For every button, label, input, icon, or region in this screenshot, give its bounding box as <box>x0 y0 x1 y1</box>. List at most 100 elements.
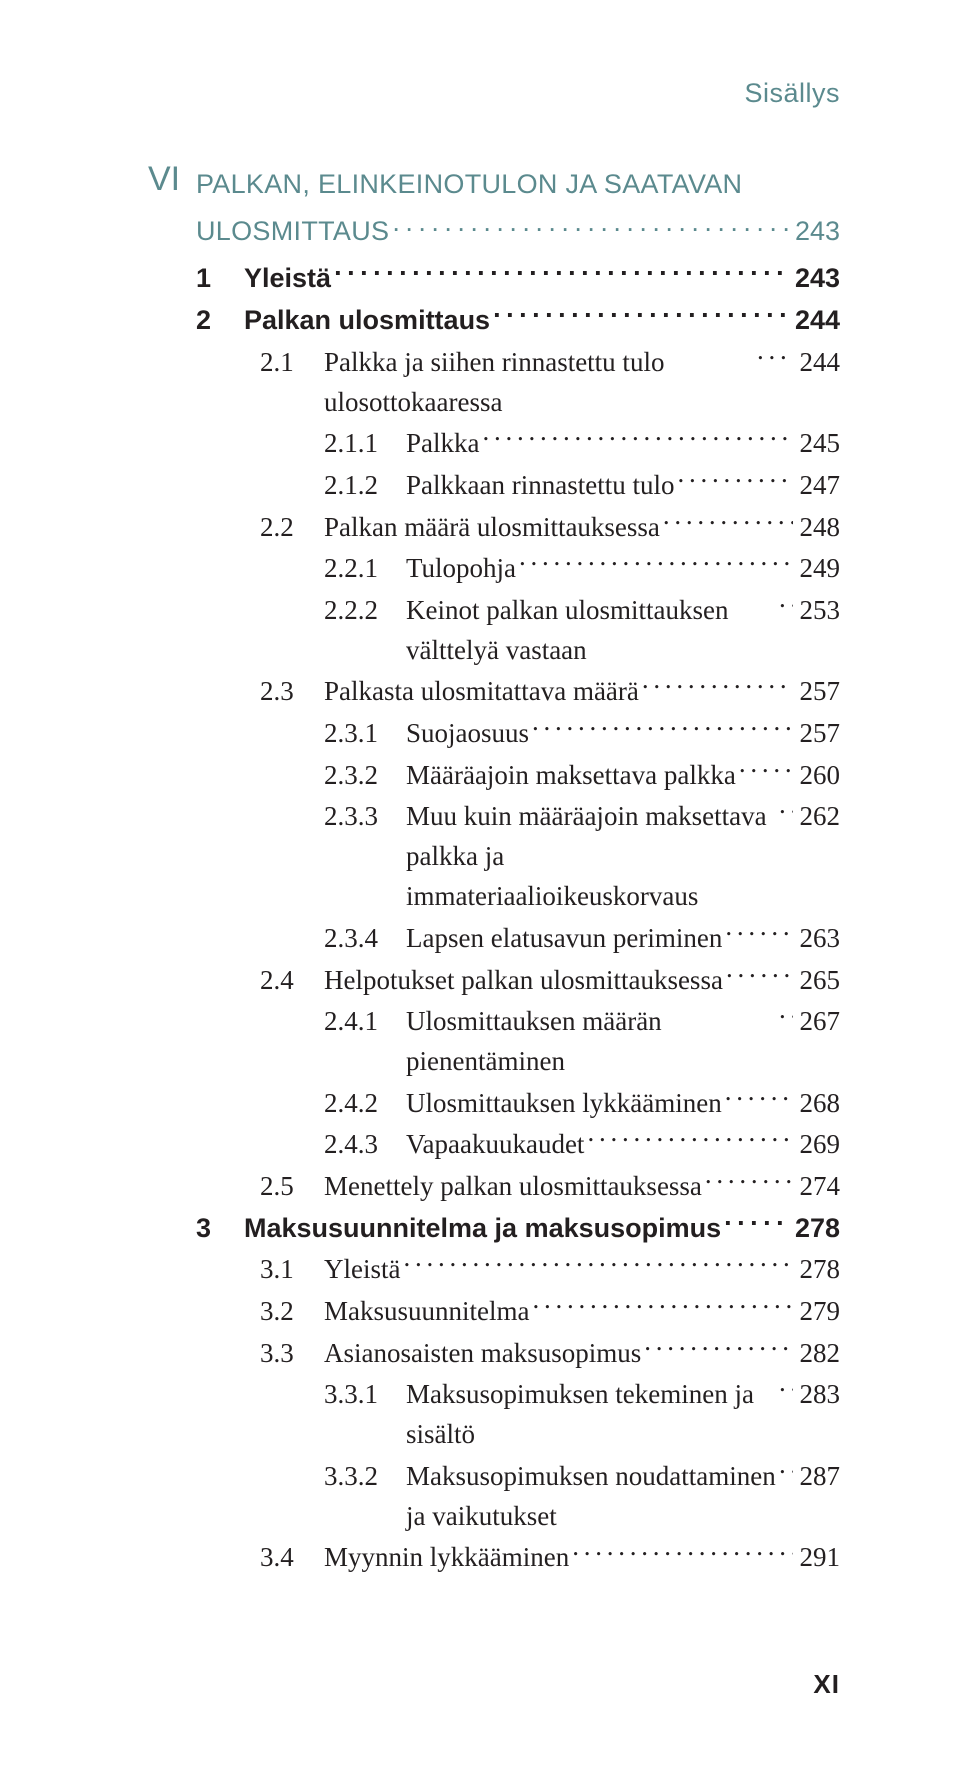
toc-entry: 2.1Palkka ja siihen rinnastettu tulo ulo… <box>148 341 840 423</box>
leader-dots <box>483 423 793 453</box>
header-label: Sisällys <box>148 78 840 109</box>
toc-entry-page: 262 <box>796 797 841 837</box>
toc-entry-number: 2.2 <box>260 508 324 548</box>
toc-entry-text: Menettely palkan ulosmittauksessa <box>324 1167 702 1207</box>
toc-entry: 2.2.2Keinot palkan ulosmittauksen vältte… <box>148 589 840 671</box>
section-title-line-1: VI PALKAN, ELINKEINOTULON JA SAATAVAN <box>148 157 840 203</box>
leader-dots <box>677 464 792 494</box>
toc-list: 1Yleistä2432Palkan ulosmittaus2442.1Palk… <box>148 258 840 1579</box>
toc-entry: 3.1Yleistä278 <box>148 1249 840 1291</box>
leader-dots <box>757 341 793 371</box>
toc-entry-text: Palkan määrä ulosmittauksessa <box>324 508 660 548</box>
section-title-text-1: PALKAN, ELINKEINOTULON JA SAATAVAN <box>196 166 742 202</box>
toc-entry: 2.2.1Tulopohja249 <box>148 548 840 590</box>
leader-dots <box>532 712 792 742</box>
leader-dots <box>725 917 792 947</box>
toc-entry-text: Palkkaan rinnastettu tulo <box>406 466 674 506</box>
toc-entry-text: Myynnin lykkääminen <box>324 1538 569 1578</box>
leader-dots <box>725 1082 793 1112</box>
toc-entry-text: Maksusopimuksen noudattaminen ja vaikutu… <box>406 1457 776 1537</box>
toc-entry: 2.3.3Muu kuin määräajoin maksettava palk… <box>148 796 840 918</box>
toc-entry-page: 265 <box>796 961 841 1001</box>
page-container: Sisällys VI PALKAN, ELINKEINOTULON JA SA… <box>0 0 960 1578</box>
toc-entry-page: 283 <box>796 1375 841 1415</box>
toc-entry-text: Maksusuunnitelma ja maksusopimus <box>244 1209 721 1249</box>
toc-entry-number: 2.3.4 <box>324 919 406 959</box>
toc-entry: 2.1.1Palkka245 <box>148 423 840 465</box>
toc-entry-text: Muu kuin määräajoin maksettava palkka ja… <box>406 797 776 917</box>
leader-dots <box>779 1001 793 1031</box>
toc-entry-text: Yleistä <box>324 1250 400 1290</box>
toc-entry-number: 2.5 <box>260 1167 324 1207</box>
toc-entry-number: 3.3.2 <box>324 1457 406 1497</box>
toc-entry-text: Ulosmittauksen määrän pienentäminen <box>406 1002 776 1082</box>
leader-dots <box>493 299 788 329</box>
toc-entry-page: 244 <box>796 343 841 383</box>
toc-entry: 2.3Palkasta ulosmitattava määrä257 <box>148 671 840 713</box>
leader-dots <box>642 671 793 701</box>
toc-entry: 2.4Helpotukset palkan ulosmittauksessa26… <box>148 959 840 1001</box>
toc-entry-number: 2 <box>196 301 244 341</box>
toc-entry-page: 245 <box>796 424 841 464</box>
toc-entry: 3.4Myynnin lykkääminen291 <box>148 1537 840 1579</box>
toc-entry: 3.3Asianosaisten maksusopimus282 <box>148 1332 840 1374</box>
toc-entry-text: Palkan ulosmittaus <box>244 301 490 341</box>
toc-entry-text: Maksusopimuksen tekeminen ja sisältö <box>406 1375 776 1455</box>
toc-entry-number: 3.2 <box>260 1292 324 1332</box>
toc-entry-text: Vapaakuukaudet <box>406 1125 584 1165</box>
toc-entry: 2.4.1Ulosmittauksen määrän pienentäminen… <box>148 1001 840 1083</box>
section-title-text-2: ULOSMITTAUS <box>196 213 389 249</box>
toc-entry-page: 244 <box>791 301 840 341</box>
toc-entry-page: 257 <box>796 714 841 754</box>
toc-entry-text: Keinot palkan ulosmittauksen välttelyä v… <box>406 591 776 671</box>
leader-dots <box>403 1249 792 1279</box>
toc-entry-text: Palkasta ulosmitattava määrä <box>324 672 639 712</box>
toc-entry-number: 2.2.1 <box>324 549 406 589</box>
toc-entry-text: Määräajoin maksettava palkka <box>406 756 736 796</box>
leader-dots <box>519 548 792 578</box>
toc-entry-page: 263 <box>796 919 841 959</box>
toc-entry-number: 2.1.2 <box>324 466 406 506</box>
leader-dots <box>392 203 788 240</box>
toc-entry-text: Palkka ja siihen rinnastettu tulo ulosot… <box>324 343 754 423</box>
leader-dots <box>587 1124 792 1154</box>
toc-entry-page: 279 <box>796 1292 841 1332</box>
toc-entry-number: 2.4 <box>260 961 324 1001</box>
toc-entry: 2.3.2Määräajoin maksettava palkka 260 <box>148 754 840 796</box>
leader-dots <box>334 258 788 288</box>
toc-entry-page: 248 <box>796 508 841 548</box>
section-page: 243 <box>791 213 840 249</box>
leader-dots <box>572 1537 792 1567</box>
toc-entry-page: 260 <box>796 756 841 796</box>
toc-entry-text: Ulosmittauksen lykkääminen <box>406 1084 722 1124</box>
toc-entry-number: 2.2.2 <box>324 591 406 631</box>
toc-entry-page: 278 <box>791 1209 840 1249</box>
toc-entry-text: Lapsen elatusavun periminen <box>406 919 722 959</box>
toc-entry-text: Palkka <box>406 424 480 464</box>
toc-entry-number: 2.1 <box>260 343 324 383</box>
leader-dots <box>705 1165 793 1195</box>
toc-entry-number: 3.3 <box>260 1334 324 1374</box>
leader-dots <box>739 754 793 784</box>
toc-entry: 1Yleistä243 <box>148 258 840 300</box>
toc-entry: 3.3.1Maksusopimuksen tekeminen ja sisält… <box>148 1374 840 1456</box>
toc-entry: 2.3.1Suojaosuus257 <box>148 712 840 754</box>
toc-entry-page: 274 <box>796 1167 841 1207</box>
toc-entry: 2.2Palkan määrä ulosmittauksessa 248 <box>148 506 840 548</box>
leader-dots <box>724 1207 788 1237</box>
leader-dots <box>726 959 793 989</box>
leader-dots <box>779 1374 793 1404</box>
toc-entry-page: 253 <box>796 591 841 631</box>
toc-entry: 2.1.2Palkkaan rinnastettu tulo247 <box>148 464 840 506</box>
toc-entry-page: 267 <box>796 1002 841 1042</box>
toc-entry-number: 2.3.2 <box>324 756 406 796</box>
leader-dots <box>644 1332 792 1362</box>
leader-dots <box>532 1290 792 1320</box>
toc-entry-page: 249 <box>796 549 841 589</box>
toc-entry-page: 243 <box>791 259 840 299</box>
section-title: VI PALKAN, ELINKEINOTULON JA SAATAVAN UL… <box>148 157 840 250</box>
leader-dots <box>779 796 793 826</box>
toc-entry-number: 1 <box>196 259 244 299</box>
leader-dots <box>779 1455 793 1485</box>
toc-entry: 2.4.2Ulosmittauksen lykkääminen268 <box>148 1082 840 1124</box>
